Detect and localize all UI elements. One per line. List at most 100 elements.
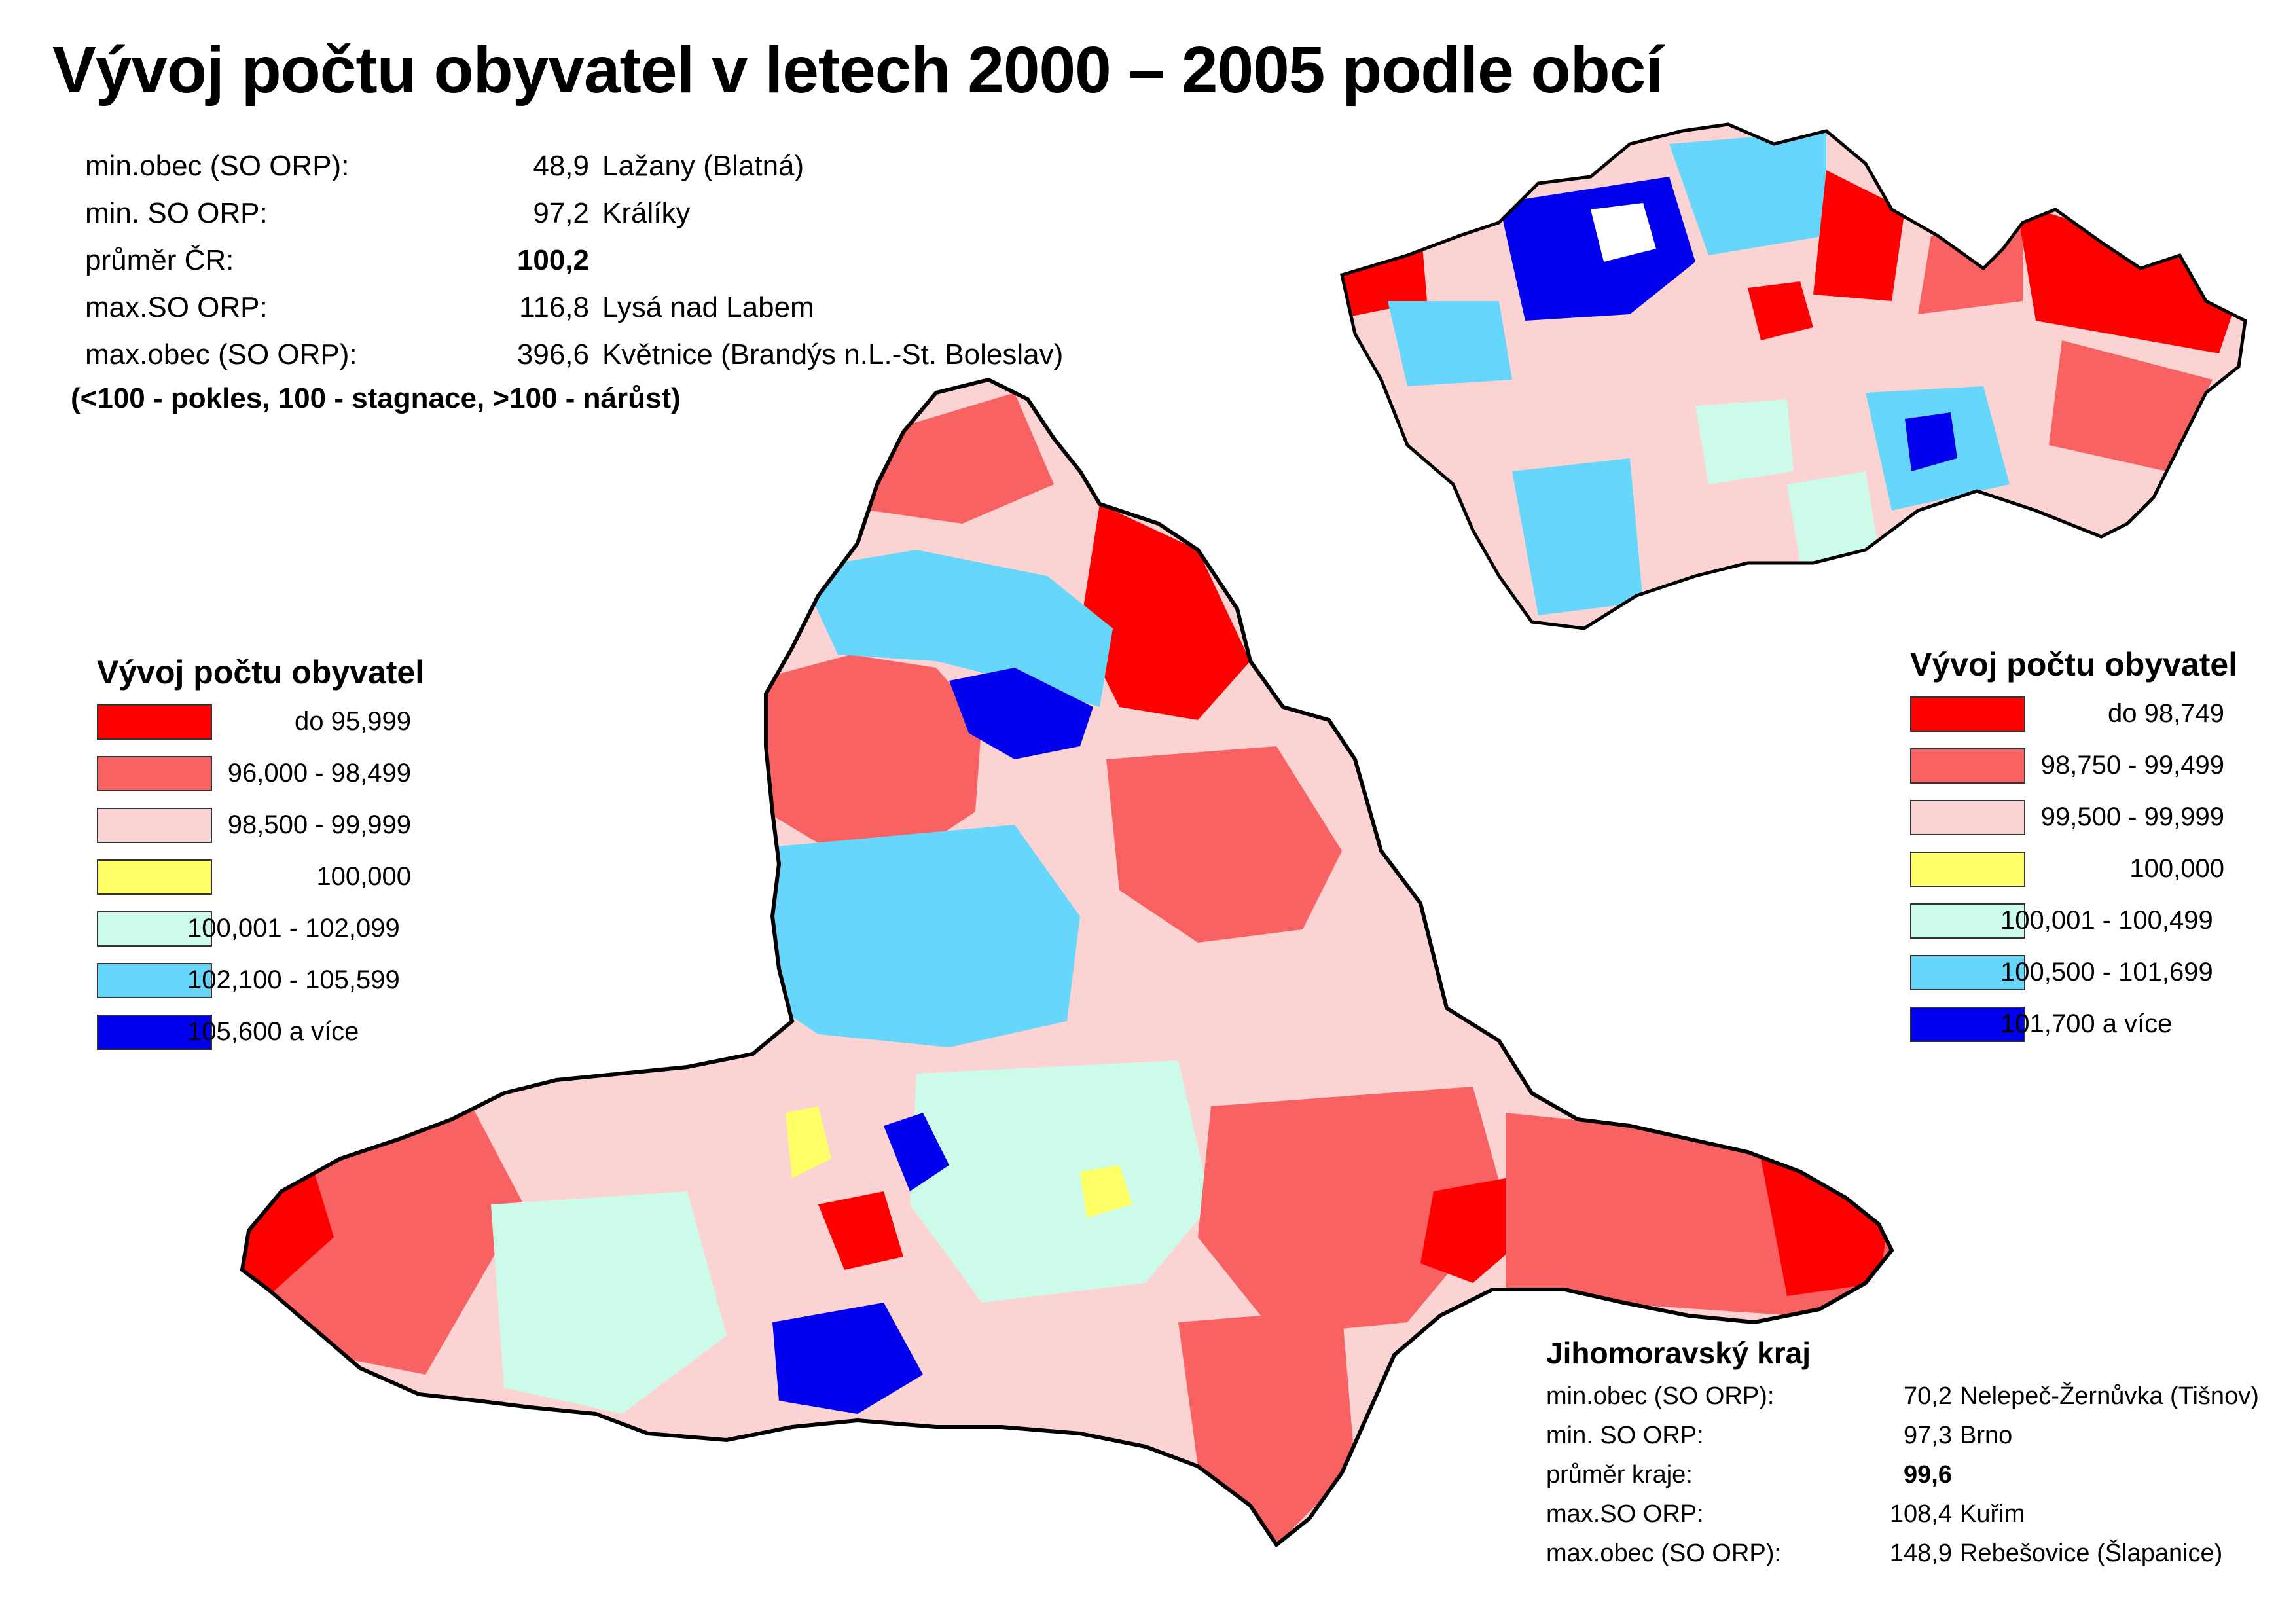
legend-label: 98,750 - 99,499 [2040,751,2224,780]
stat-value: 70,2 [1904,1382,1952,1410]
stat-label: min.obec (SO ORP): [1546,1382,1775,1410]
cr-plzen [1388,301,1512,386]
jmk-stat-row: max.SO ORP: 108,4 Kuřim [1546,1495,2025,1534]
region-central [727,825,1080,1047]
cr-districts [1342,124,2245,628]
legend-swatch [1910,748,2025,784]
stat-name: Rebešovice (Šlapanice) [1960,1540,2223,1567]
region-south-tip [1178,1309,1355,1545]
stat-value: 48,9 [533,150,589,182]
stat-name: Lysá nad Labem [602,291,814,323]
stat-label: průměr ČR: [85,244,234,276]
stat-value: 97,2 [533,197,589,229]
stat-value: 108,4 [1889,1500,1952,1528]
stat-value: 148,9 [1889,1540,1952,1567]
cr-praha [1591,203,1656,262]
legend-swatch [1910,696,2025,732]
stat-value: 99,6 [1904,1461,1952,1489]
legend-item: 99,500 - 99,999 [1910,800,2224,837]
jmk-stat-row: min. SO ORP: 97,3 Brno [1546,1416,2012,1456]
legend-item: 100,001 - 102,099 [97,911,411,948]
cr-stat-row: max.SO ORP: 116,8 Lysá nad Labem [85,284,1067,331]
legend-item: do 95,999 [97,704,411,741]
region-east [1106,746,1342,943]
legend-item: do 98,749 [1910,696,2224,733]
cr-red-spot [1748,281,1813,340]
region-brno-venkov [753,655,982,851]
cr-budejovice [1512,458,1643,615]
legend-label: do 95,999 [295,707,411,736]
legend-label: 100,000 [316,862,411,891]
region-red-spot [1420,1178,1519,1283]
stat-label: max.obec (SO ORP): [1546,1540,1781,1567]
cr-south-moravia [1787,471,1879,563]
legend-swatch [1910,903,2025,939]
legend-item: 100,500 - 101,699 [1910,955,2224,992]
legend-title: Vývoj počtu obyvatel [1910,646,2238,683]
stat-name: Brno [1960,1422,2013,1449]
region-central-north [799,550,1113,707]
stat-name: Králíky [602,197,691,229]
stat-value: 100,2 [516,244,589,276]
legend-item: 98,500 - 99,999 [97,808,411,844]
legend-item: 101,700 a více [1910,1007,2224,1043]
stat-label: min. SO ORP: [85,197,268,229]
region-yellow-1 [786,1106,831,1178]
legend-label: do 98,749 [2108,699,2224,728]
stat-label: průměr kraje: [1546,1461,1693,1489]
legend-label: 105,600 a více [187,1017,359,1046]
region-yellow-2 [1080,1165,1132,1218]
legend-swatch [97,911,212,947]
cr-stat-row: min. SO ORP: 97,2 Králíky [85,190,1067,237]
region-south-central [910,1060,1211,1303]
legend-swatch [1910,800,2025,835]
legend-swatch [1910,852,2025,887]
cr-zlin [2049,340,2213,471]
cr-pardubice [1918,223,2023,314]
legend-title: Vývoj počtu obyvatel [97,654,425,691]
stat-value: 97,3 [1904,1422,1952,1449]
cr-liberec [1669,131,1826,255]
legend-label: 99,500 - 99,999 [2040,803,2224,831]
stat-label: max.SO ORP: [1546,1500,1704,1528]
cr-vysocina-2 [1695,399,1794,484]
region-southwest [491,1191,727,1414]
legend-swatch [97,1015,212,1050]
legend-label: 100,500 - 101,699 [2000,958,2213,986]
stat-value: 396,6 [516,338,589,370]
region-blue-3 [884,1113,949,1191]
jmk-map [229,353,1905,1578]
cr-stat-row: max.obec (SO ORP): 396,6 Květnice (Brand… [85,331,1067,378]
legend-label: 101,700 a více [2000,1009,2173,1038]
jmk-stat-row: max.obec (SO ORP): 148,9 Rebešovice (Šla… [1546,1534,2222,1574]
legend-label: 98,500 - 99,999 [227,810,411,839]
cr-stat-row: min.obec (SO ORP): 48,9 Lažany (Blatná) [85,143,1067,190]
stat-name: Kuřim [1960,1500,2025,1528]
cr-brno-center [1905,412,1957,471]
stat-label: max.SO ORP: [85,291,268,323]
legend-swatch [97,704,212,740]
jmk-stats: Jihomoravský kraj min.obec (SO ORP): 70,… [1546,1335,2259,1574]
region-southeast [1198,1087,1506,1335]
cr-stats: min.obec (SO ORP): 48,9 Lažany (Blatná) … [85,143,1067,378]
stat-name: Nelepeč-Žernůvka (Tišnov) [1960,1382,2259,1410]
region-red-2 [818,1191,903,1270]
legend-cr: Vývoj počtu obyvatel do 98,749 98,750 - … [1910,645,2250,1051]
stat-name: Lažany (Blatná) [602,150,804,182]
legend-label: 100,000 [2129,854,2224,883]
legend-label: 102,100 - 105,599 [187,965,400,994]
stat-label: min.obec (SO ORP): [85,150,350,182]
jmk-title: Jihomoravský kraj [1546,1336,1811,1370]
legend-swatch [97,859,212,895]
legend-swatch [1910,955,2025,990]
page-title: Vývoj počtu obyvatel v letech 2000 – 200… [52,33,1663,107]
cr-map [1329,105,2258,655]
cr-hradec [1813,170,1905,301]
trend-note: (<100 - pokles, 100 - stagnace, >100 - n… [71,382,681,414]
legend-item: 105,600 a více [97,1015,411,1051]
legend-item: 100,000 [1910,852,2224,888]
legend-label: 100,001 - 102,099 [187,914,400,943]
jmk-stat-row: průměr kraje: 99,6 [1546,1456,1952,1495]
stat-label: min. SO ORP: [1546,1422,1704,1449]
legend-item: 100,001 - 100,499 [1910,903,2224,940]
